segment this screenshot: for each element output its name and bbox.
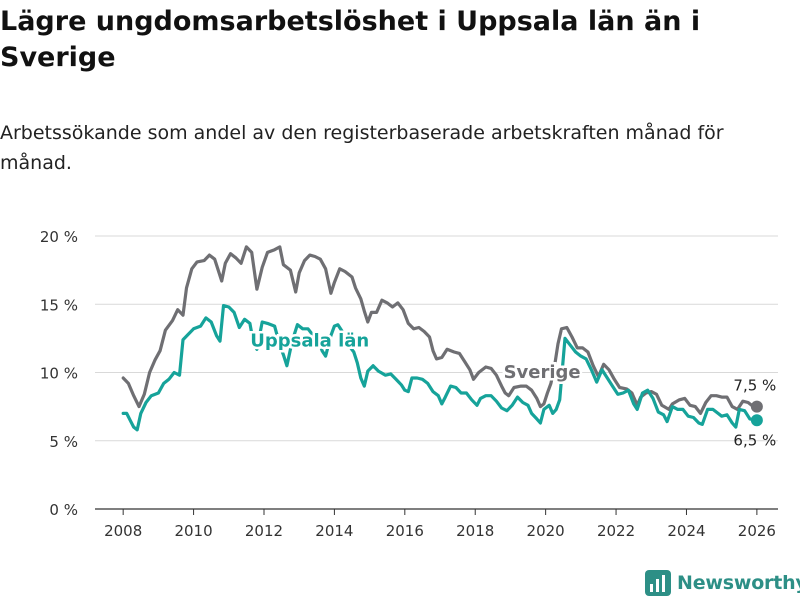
x-tick-label: 2022 <box>597 522 635 540</box>
series-labels: Sverige Uppsala län 7,5 % 6,5 % <box>248 328 777 449</box>
x-tick-label: 2018 <box>456 522 494 540</box>
end-value-label-uppsala: 6,5 % <box>733 431 776 449</box>
series-name-label-sverige: Sverige <box>504 362 581 383</box>
series-line-uppsala <box>121 304 759 432</box>
end-point-sverige <box>750 400 763 413</box>
chart-title: Lägre ungdomsarbetslöshet i Uppsala län … <box>0 6 701 73</box>
x-tick-label: 2020 <box>527 522 565 540</box>
end-point-uppsala <box>750 414 763 427</box>
y-tick-label: 5 % <box>49 433 78 451</box>
newsworthy-logo[interactable]: Newsworthy <box>645 568 800 598</box>
series-name-label-uppsala: Uppsala län <box>250 331 369 352</box>
y-tick-label: 0 % <box>49 501 78 519</box>
chart-subtitle: Arbetssökande som andel av den registerb… <box>0 122 724 174</box>
brand-name: Newsworthy <box>677 572 800 594</box>
gridlines <box>95 235 778 510</box>
series-group <box>121 245 763 432</box>
y-tick-label: 10 % <box>40 365 78 383</box>
newsworthy-logo-icon <box>645 570 671 596</box>
x-axis: 2008 2010 2012 2014 2016 2018 2020 2022 2024 2026 <box>104 509 776 540</box>
x-tick-label: 2008 <box>104 522 142 540</box>
x-tick-label: 2010 <box>174 522 212 540</box>
x-tick-label: 2016 <box>386 522 424 540</box>
x-tick-label: 2014 <box>315 522 353 540</box>
x-tick-label: 2012 <box>245 522 283 540</box>
series-line-sverige <box>121 245 759 415</box>
y-tick-label: 15 % <box>40 296 78 314</box>
x-tick-label: 2024 <box>667 522 705 540</box>
x-tick-label: 2026 <box>738 522 776 540</box>
end-value-label-sverige: 7,5 % <box>733 377 776 395</box>
y-tick-label: 20 % <box>40 228 78 246</box>
y-axis: 0 % 5 % 10 % 15 % 20 % <box>40 228 78 519</box>
